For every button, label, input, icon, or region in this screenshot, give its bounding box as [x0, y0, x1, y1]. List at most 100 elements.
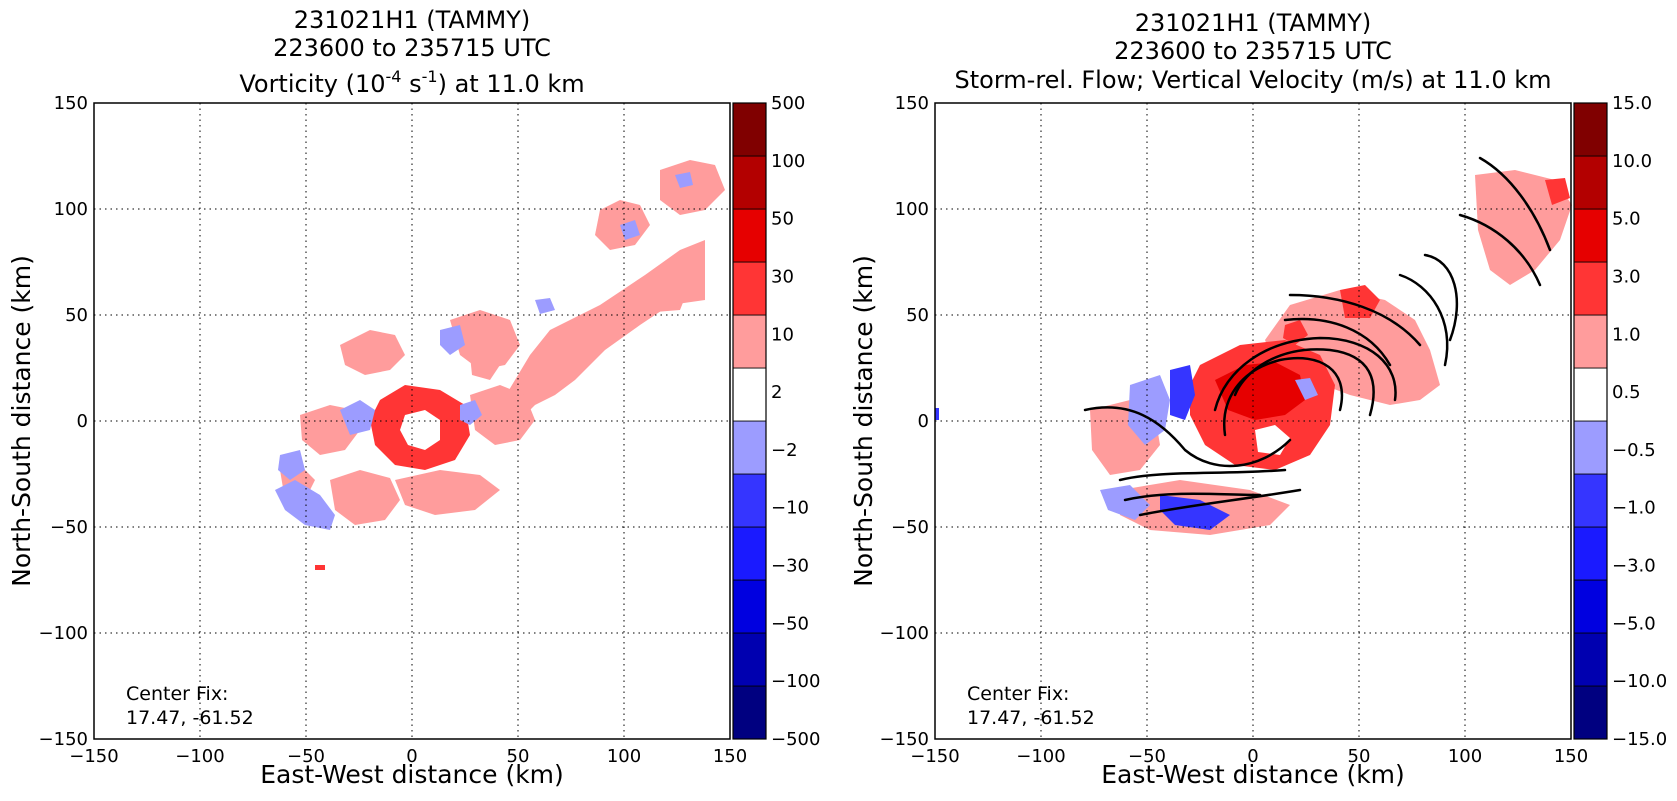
colorbar-tick-label: −5.0 [1612, 613, 1656, 634]
colorbar-swatch [1573, 367, 1608, 422]
right-grid [935, 103, 1571, 739]
right-title-line-2: 223600 to 235715 UTC [1114, 37, 1392, 65]
x-tick-label: −150 [910, 746, 959, 767]
left-ylabel: North-South distance (km) [7, 255, 36, 587]
left-y-ticks: −150 −100 −50 0 50 100 150 [39, 93, 88, 750]
left-title-end: ) at 11.0 km [438, 70, 585, 98]
colorbar-swatch [1573, 632, 1608, 687]
right-ylabel: North-South distance (km) [849, 255, 878, 587]
x-tick-label: 0 [406, 746, 417, 767]
left-title-line-2: 223600 to 235715 UTC [273, 34, 551, 62]
x-tick-label: 100 [607, 746, 641, 767]
colorbar-swatch [1573, 208, 1608, 263]
colorbar-swatch [732, 208, 767, 263]
y-tick-label: −100 [39, 623, 88, 644]
colorbar-swatch [732, 632, 767, 687]
colorbar-swatch [732, 155, 767, 210]
colorbar-swatch [1573, 314, 1608, 369]
x-tick-label: −50 [287, 746, 325, 767]
colorbar-tick-label: 2 [771, 382, 782, 403]
colorbar-swatch [1573, 685, 1608, 740]
colorbar-swatch [1573, 473, 1608, 528]
colorbar-swatch [1573, 420, 1608, 475]
x-tick-label: −50 [1128, 746, 1166, 767]
y-tick-label: 100 [54, 199, 88, 220]
colorbar-frame [732, 102, 767, 740]
left-xlabel: East-West distance (km) [260, 760, 564, 789]
y-tick-label: 150 [54, 93, 88, 114]
left-title-sup1: -4 [386, 67, 402, 86]
y-tick-label: −150 [39, 729, 88, 750]
x-tick-label: −100 [1016, 746, 1065, 767]
colorbar-tick-label: 500 [771, 93, 805, 114]
left-title-line-1: 231021H1 (TAMMY) [294, 6, 531, 34]
right-center-fix-coords: 17.47, -61.52 [967, 707, 1095, 729]
y-tick-label: −50 [891, 517, 929, 538]
colorbar-swatch [1573, 526, 1608, 581]
y-tick-label: 0 [918, 411, 929, 432]
right-xlabel: East-West distance (km) [1101, 760, 1405, 789]
colorbar-tick-label: −15.0 [1612, 729, 1667, 750]
left-grid [94, 103, 730, 739]
colorbar-swatch [732, 261, 767, 316]
y-tick-label: 50 [906, 305, 929, 326]
colorbar-swatch [1573, 261, 1608, 316]
colorbar-tick-label: 15.0 [1612, 93, 1652, 114]
right-title-line-3: Storm-rel. Flow; Vertical Velocity (m/s)… [955, 66, 1552, 94]
colorbar-tick-label: −10 [771, 498, 809, 519]
colorbar-swatch [732, 685, 767, 740]
y-tick-label: 100 [895, 199, 929, 220]
colorbar-swatch [732, 314, 767, 369]
colorbar-frame [1573, 102, 1608, 740]
left-center-fix-coords: 17.47, -61.52 [126, 707, 254, 729]
left-title-var: Vorticity (10 [239, 70, 385, 98]
colorbar-tick-label: 0.5 [1612, 382, 1641, 403]
left-center-fix-label: Center Fix: [126, 683, 228, 705]
colorbar-tick-label: −500 [771, 729, 820, 750]
colorbar-tick-label: 50 [771, 209, 794, 230]
colorbar-tick-label: −0.5 [1612, 440, 1656, 461]
vertical-velocity-panel: 231021H1 (TAMMY) 223600 to 235715 UTC St… [849, 9, 1667, 789]
x-tick-label: 0 [1247, 746, 1258, 767]
y-tick-label: −50 [50, 517, 88, 538]
colorbar-swatch [732, 473, 767, 528]
x-tick-label: 150 [713, 746, 747, 767]
x-tick-label: 100 [1448, 746, 1482, 767]
colorbar-tick-label: 1.0 [1612, 324, 1641, 345]
colorbar-tick-label: −10.0 [1612, 671, 1667, 692]
x-tick-label: −150 [69, 746, 118, 767]
colorbar-tick-label: 100 [771, 151, 805, 172]
x-tick-label: 150 [1554, 746, 1588, 767]
x-tick-label: 50 [1348, 746, 1371, 767]
colorbar-tick-label: −100 [771, 671, 820, 692]
colorbar-tick-label: −1.0 [1612, 498, 1656, 519]
right-colorbar: −15.0 −10.0 −5.0 −3.0 −1.0 −0.5 0.5 1.0 3.0 5.0 10… [1573, 93, 1667, 750]
colorbar-swatch [732, 367, 767, 422]
colorbar-tick-label: −3.0 [1612, 556, 1656, 577]
colorbar-swatch [732, 579, 767, 634]
colorbar-tick-label: 10.0 [1612, 151, 1652, 172]
x-tick-label: 50 [507, 746, 530, 767]
colorbar-tick-label: −30 [771, 556, 809, 577]
vorticity-panel: 231021H1 (TAMMY) 223600 to 235715 UTC Vo… [7, 6, 820, 789]
x-tick-label: −100 [175, 746, 224, 767]
right-y-ticks: −150 −100 −50 0 50 100 150 [880, 93, 929, 750]
colorbar-tick-label: −2 [771, 440, 798, 461]
left-colorbar: −500 −100 −50 −30 −10 −2 2 10 30 50 100 500 [732, 93, 820, 750]
y-tick-label: 0 [77, 411, 88, 432]
right-x-ticks: −150 −100 −50 0 50 100 150 [910, 746, 1588, 767]
right-center-fix-label: Center Fix: [967, 683, 1069, 705]
colorbar-tick-label: 5.0 [1612, 209, 1641, 230]
left-title-sup2: -1 [422, 67, 438, 86]
colorbar-tick-label: 3.0 [1612, 266, 1641, 287]
left-title-mid: s [401, 70, 421, 98]
colorbar-swatch [1573, 102, 1608, 157]
colorbar-swatch [1573, 579, 1608, 634]
colorbar-tick-label: −50 [771, 613, 809, 634]
y-tick-label: 150 [895, 93, 929, 114]
colorbar-tick-label: 30 [771, 266, 794, 287]
y-tick-label: −100 [880, 623, 929, 644]
right-title-line-1: 231021H1 (TAMMY) [1135, 9, 1372, 37]
colorbar-swatch [1573, 155, 1608, 210]
